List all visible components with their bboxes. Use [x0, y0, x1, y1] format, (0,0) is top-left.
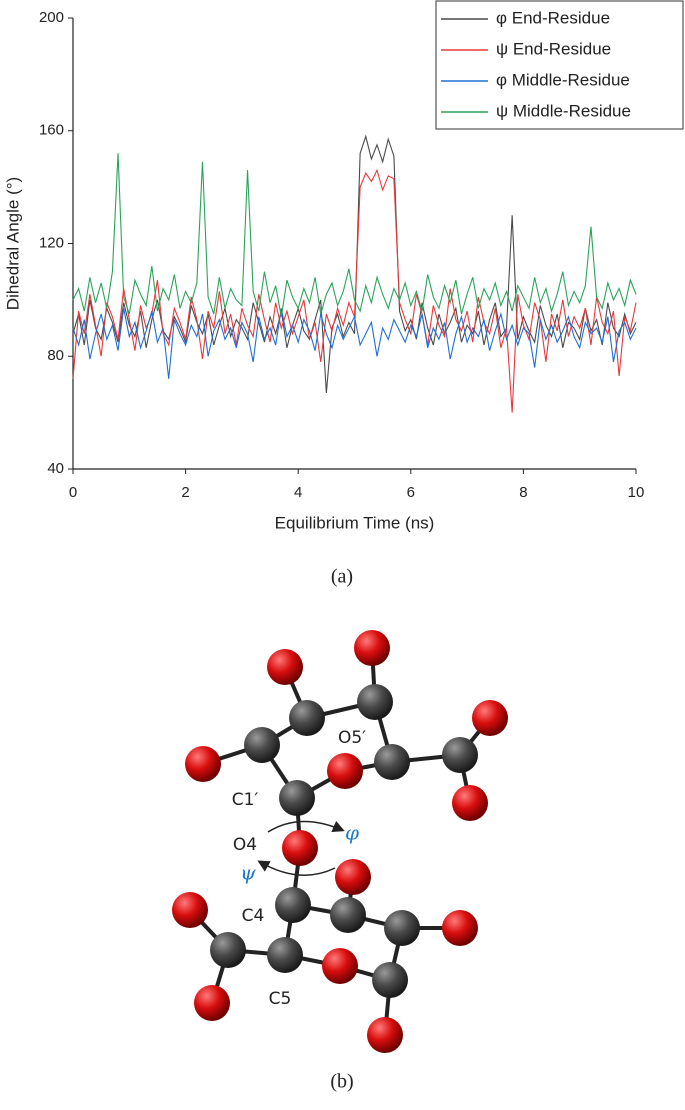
carbon-atom	[210, 932, 246, 968]
oxygen-atom	[322, 948, 358, 984]
series-line	[72, 134, 637, 393]
atom-label: C5	[269, 989, 292, 1009]
y-axis-label: Dihedral Angle (°)	[3, 177, 22, 310]
carbon-atom	[330, 897, 366, 933]
carbon-atom	[384, 910, 420, 946]
atom-label: O4	[233, 835, 257, 855]
chart: 40 80 120 160 200 0 2 4 6 8 10 Equilibrium Time (ns…	[3, 0, 684, 532]
y-tick-label: 120	[39, 234, 64, 251]
legend-box	[435, 0, 684, 130]
legend-label: ψ End-Residue	[496, 39, 611, 58]
atom-label: C1′	[232, 790, 259, 810]
x-tick-label: 4	[294, 484, 302, 501]
atom-label: O5′	[338, 728, 366, 748]
torsion-label: ψ	[240, 861, 256, 885]
rotation-arrow	[267, 820, 345, 833]
caption: (a)	[331, 566, 353, 588]
oxygen-atom	[327, 753, 363, 789]
caption: (b)	[330, 1071, 353, 1093]
series-line	[72, 168, 637, 413]
diagram-labels: O5′ C1′ φ O4 ψ C4 C5	[232, 728, 366, 1009]
x-tick-label: 8	[519, 484, 527, 501]
oxygen-atom	[442, 910, 478, 946]
x-tick-label: 2	[181, 484, 189, 501]
molecule	[172, 630, 508, 1053]
carbon-atom	[374, 744, 410, 780]
oxygen-atom	[172, 892, 208, 928]
torsion-label: φ	[345, 821, 359, 845]
carbon-atom	[244, 727, 280, 763]
y-tick-label: 80	[47, 347, 64, 364]
carbon-atom	[442, 737, 478, 773]
x-tick-label: 0	[69, 484, 77, 501]
series-line	[72, 153, 637, 317]
legend-label: ψ Middle-Residue	[496, 101, 631, 120]
oxygen-atom	[335, 859, 371, 895]
carbon-atom	[279, 780, 315, 816]
carbon-atom	[372, 962, 408, 998]
x-axis-label: Equilibrium Time (ns)	[275, 513, 435, 532]
series-line	[72, 308, 637, 379]
oxygen-atom	[354, 630, 390, 666]
y-tick-label: 160	[39, 122, 64, 139]
oxygen-atom	[452, 785, 488, 821]
rotation-arrow	[257, 860, 336, 876]
carbon-atom	[275, 887, 311, 923]
oxygen-atom	[267, 649, 303, 685]
legend-label: φ End-Residue	[496, 8, 610, 27]
carbon-atom	[289, 700, 325, 736]
y-tick-label: 40	[47, 460, 64, 477]
x-tick-label: 6	[407, 484, 415, 501]
carbon-atom	[267, 937, 303, 973]
legend-label: φ Middle-Residue	[496, 70, 630, 89]
atom-label: C4	[242, 906, 265, 926]
oxygen-atom	[185, 746, 221, 782]
oxygen-atom	[472, 700, 508, 736]
x-tick-label: 10	[628, 484, 645, 501]
oxygen-atom	[282, 830, 318, 866]
oxygen-atom	[367, 1017, 403, 1053]
oxygen-atom	[194, 985, 230, 1021]
y-tick-label: 200	[39, 9, 64, 26]
carbon-atom	[357, 684, 393, 720]
